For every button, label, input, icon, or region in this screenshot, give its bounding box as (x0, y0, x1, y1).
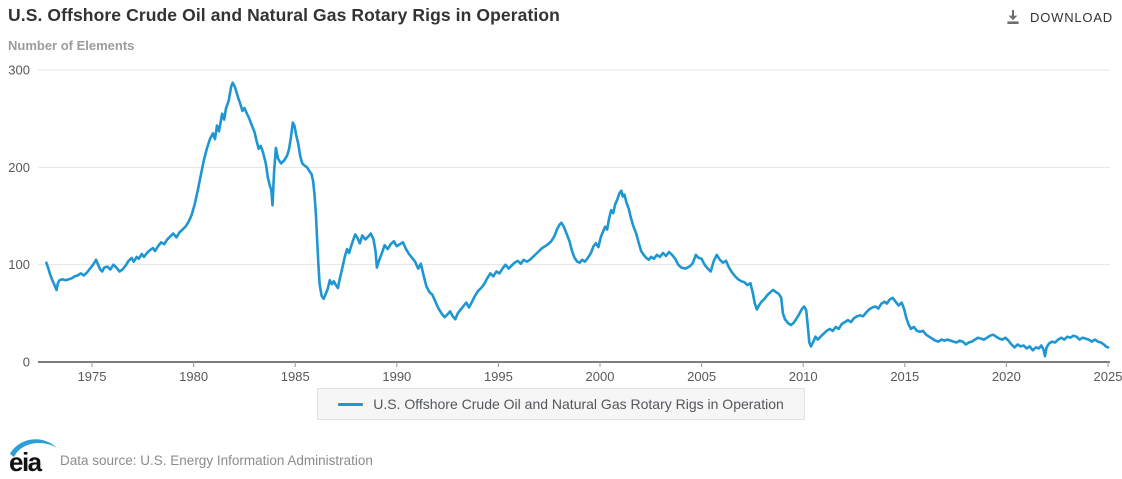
x-axis-tick-label: 1985 (281, 369, 310, 384)
y-axis-unit-label: Number of Elements (8, 38, 135, 53)
legend: U.S. Offshore Crude Oil and Natural Gas … (0, 388, 1122, 420)
legend-label: U.S. Offshore Crude Oil and Natural Gas … (373, 396, 784, 412)
x-axis-tick-label: 2010 (789, 369, 818, 384)
download-label: DOWNLOAD (1030, 9, 1113, 25)
y-axis-tick-label: 200 (8, 160, 30, 175)
download-icon (1007, 10, 1019, 24)
x-axis-tick-label: 2015 (890, 369, 919, 384)
x-axis-tick-label: 2005 (687, 369, 716, 384)
x-axis-tick-label: 2000 (586, 369, 615, 384)
x-axis-tick-label: 2025 (1094, 369, 1122, 384)
x-axis-tick-label: 1990 (382, 369, 411, 384)
x-axis-tick-label: 2020 (992, 369, 1021, 384)
y-axis-tick-label: 0 (23, 355, 30, 370)
data-source-text: Data source: U.S. Energy Information Adm… (60, 453, 373, 468)
download-button[interactable]: DOWNLOAD (1005, 9, 1113, 25)
x-axis-tick-label: 1980 (179, 369, 208, 384)
legend-line-swatch (338, 402, 364, 406)
series-line[interactable] (44, 81, 1110, 358)
page-title: U.S. Offshore Crude Oil and Natural Gas … (8, 5, 560, 25)
svg-text:eia: eia (9, 447, 43, 475)
legend-item[interactable]: U.S. Offshore Crude Oil and Natural Gas … (317, 388, 805, 420)
y-axis-tick-label: 100 (8, 257, 30, 272)
x-axis-tick-label: 1975 (78, 369, 107, 384)
y-axis-tick-label: 300 (8, 63, 30, 78)
eia-logo[interactable]: eia (8, 437, 58, 475)
x-axis-tick-label: 1995 (484, 369, 513, 384)
